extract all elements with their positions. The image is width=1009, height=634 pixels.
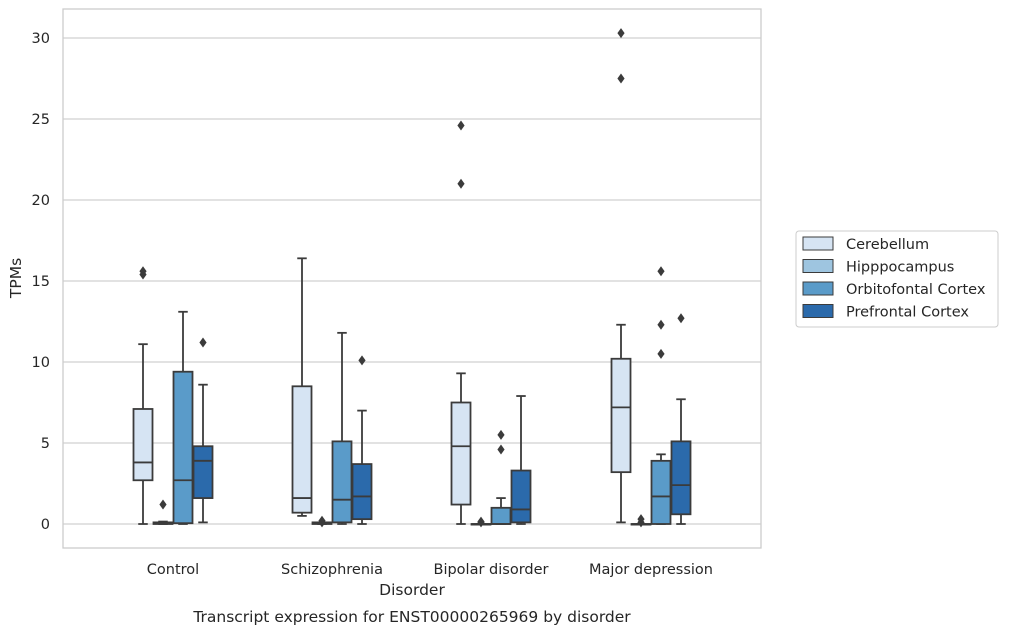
iqr-box: [610, 357, 632, 474]
x-axis-ticks: Control Schizophrenia Bipolar disorder Majo…: [147, 562, 713, 578]
y-axis-ticks: 0 5 10 15 20 25 30: [32, 31, 50, 533]
iqr-box: [650, 459, 672, 525]
x-axis-label: Disorder: [379, 581, 445, 599]
box-hipppocampus: [470, 516, 492, 528]
box-cerebellum: [610, 28, 632, 524]
x-tick-label: Control: [147, 562, 199, 578]
x-tick-label: Bipolar disorder: [434, 562, 549, 578]
y-axis-label: TPMs: [7, 258, 25, 299]
box-prefrontal-cortex: [192, 337, 214, 524]
outlier-point: [199, 337, 207, 348]
box-hipppocampus: [311, 515, 333, 528]
legend-frame: [795, 230, 999, 328]
iqr-box: [172, 370, 194, 525]
outlier-point: [497, 444, 505, 455]
box-hipppocampus: [630, 514, 652, 528]
iqr-box: [132, 408, 154, 482]
iqr-box: [510, 469, 532, 524]
outlier-point: [617, 73, 625, 84]
outlier-point: [657, 319, 665, 330]
box-prefrontal-cortex: [351, 355, 373, 525]
outlier-point: [358, 355, 366, 366]
box-cerebellum: [132, 266, 154, 525]
outlier-point: [657, 266, 665, 277]
box-orbitofontal-cortex: [490, 429, 512, 525]
chart-caption: Transcript expression for ENST0000026596…: [192, 608, 631, 626]
iqr-box: [192, 445, 214, 499]
y-tick-label: 5: [41, 436, 50, 452]
iqr-box: [331, 440, 353, 524]
legend-label: Cerebellum: [846, 237, 929, 253]
box-cerebellum: [291, 257, 313, 517]
iqr-box: [670, 440, 692, 516]
box-prefrontal-cortex: [510, 395, 532, 525]
outlier-point: [457, 120, 465, 131]
legend-swatch: [802, 304, 834, 318]
box-groups: [132, 28, 692, 528]
y-tick-label: 30: [32, 31, 50, 47]
legend-swatch: [802, 281, 834, 296]
y-tick-label: 15: [32, 274, 50, 290]
outlier-point: [677, 313, 685, 324]
outlier-point: [637, 514, 645, 525]
y-tick-label: 0: [41, 517, 50, 533]
y-tick-label: 20: [32, 193, 50, 209]
gridlines: [63, 37, 761, 525]
legend: Cerebellum Hipppocampus Orbitofontal Corte…: [795, 230, 999, 328]
outlier-point: [318, 515, 326, 526]
legend-swatch: [802, 236, 834, 251]
y-tick-label: 10: [32, 355, 50, 371]
legend-label: Prefrontal Cortex: [846, 305, 969, 321]
x-tick-label: Schizophrenia: [281, 562, 383, 578]
box-orbitofontal-cortex: [331, 331, 353, 525]
box-orbitofontal-cortex: [650, 266, 672, 525]
box-prefrontal-cortex: [670, 313, 692, 525]
outlier-point: [159, 499, 167, 510]
outlier-point: [139, 266, 147, 277]
iqr-box: [351, 463, 373, 521]
outlier-point: [657, 348, 665, 359]
outlier-point: [457, 178, 465, 189]
y-tick-label: 25: [32, 112, 50, 128]
plot-area-frame: [62, 8, 762, 549]
outlier-point: [497, 429, 505, 440]
outlier-point: [477, 516, 485, 527]
legend-label: Hipppocampus: [846, 260, 954, 276]
iqr-box: [291, 385, 313, 514]
legend-swatch: [802, 259, 834, 273]
box-hipppocampus: [152, 499, 174, 525]
iqr-box: [490, 506, 512, 525]
box-orbitofontal-cortex: [172, 310, 194, 525]
outlier-point: [617, 28, 625, 39]
iqr-box: [450, 401, 472, 506]
x-tick-label: Major depression: [589, 562, 713, 578]
box-cerebellum: [450, 120, 472, 525]
legend-label: Orbitofontal Cortex: [846, 282, 986, 298]
